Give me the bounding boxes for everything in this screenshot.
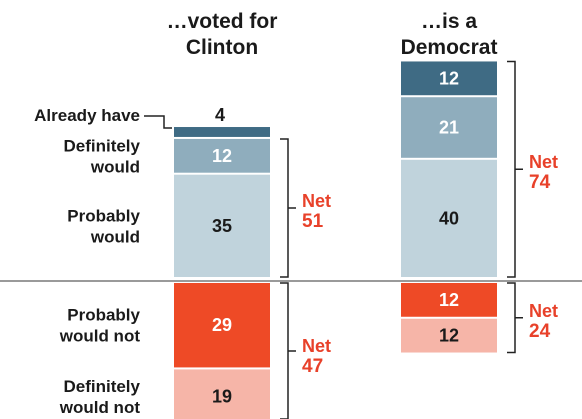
bar-probably-would-not-1 xyxy=(174,283,270,368)
net-label-negative-2: Net xyxy=(529,301,558,321)
row-label-definitely-would-line-2: would xyxy=(90,157,140,176)
value-label-definitely-would-not-2: 12 xyxy=(439,326,459,346)
leader-line-already-have xyxy=(144,115,172,129)
net-value-negative-2: 24 xyxy=(529,321,551,342)
bar-probably-would-1 xyxy=(174,174,270,277)
row-label-definitely-would-not-line-1: Definitely xyxy=(63,377,140,396)
row-label-definitely-would-not-line-2: would not xyxy=(59,398,141,417)
value-label-probably-would-1: 35 xyxy=(212,216,232,236)
net-label-positive-2: Net xyxy=(529,152,558,172)
row-label-probably-would-not-line-2: would not xyxy=(59,327,141,346)
net-bracket-negative-1 xyxy=(280,282,296,419)
row-label-already-have-line-1: Already have xyxy=(34,106,140,125)
bar-definitely-would-not-2 xyxy=(401,318,497,353)
bar-already-have-2 xyxy=(401,61,497,96)
column-header-2-line-1: …is a xyxy=(421,10,477,33)
row-label-probably-would-not-line-1: Probably xyxy=(67,306,140,325)
net-label-negative-1: Net xyxy=(302,336,331,356)
net-value-positive-2: 74 xyxy=(529,172,551,193)
bar-definitely-would-not-1 xyxy=(174,369,270,419)
value-label-already-have-1: 4 xyxy=(215,105,225,125)
net-bracket-positive-1 xyxy=(280,138,296,278)
value-label-probably-would-2: 40 xyxy=(439,208,459,228)
row-label-probably-would-line-1: Probably xyxy=(67,206,140,225)
net-label-positive-1: Net xyxy=(302,191,331,211)
value-label-definitely-would-1: 12 xyxy=(212,146,232,166)
value-label-probably-would-not-1: 29 xyxy=(212,315,232,335)
value-label-probably-would-not-2: 12 xyxy=(439,290,459,310)
bar-definitely-would-2 xyxy=(401,97,497,158)
bar-already-have-1 xyxy=(174,127,270,137)
row-label-definitely-would-line-1: Definitely xyxy=(63,136,140,155)
column-header-2-line-2: Democrat xyxy=(401,36,498,59)
bar-definitely-would-1 xyxy=(174,138,270,173)
net-bracket-positive-2 xyxy=(507,60,523,278)
bar-probably-would-not-2 xyxy=(401,283,497,317)
net-value-positive-1: 51 xyxy=(302,211,324,232)
value-label-definitely-would-2: 21 xyxy=(439,118,459,138)
row-label-probably-would-line-2: would xyxy=(90,227,140,246)
net-value-negative-1: 47 xyxy=(302,356,323,377)
net-bracket-negative-2 xyxy=(507,282,523,354)
column-header-1-line-1: …voted for xyxy=(167,10,278,33)
value-label-already-have-2: 12 xyxy=(439,68,459,88)
column-header-1-line-2: Clinton xyxy=(186,36,258,59)
bar-probably-would-2 xyxy=(401,159,497,277)
value-label-definitely-would-not-1: 19 xyxy=(212,387,232,407)
